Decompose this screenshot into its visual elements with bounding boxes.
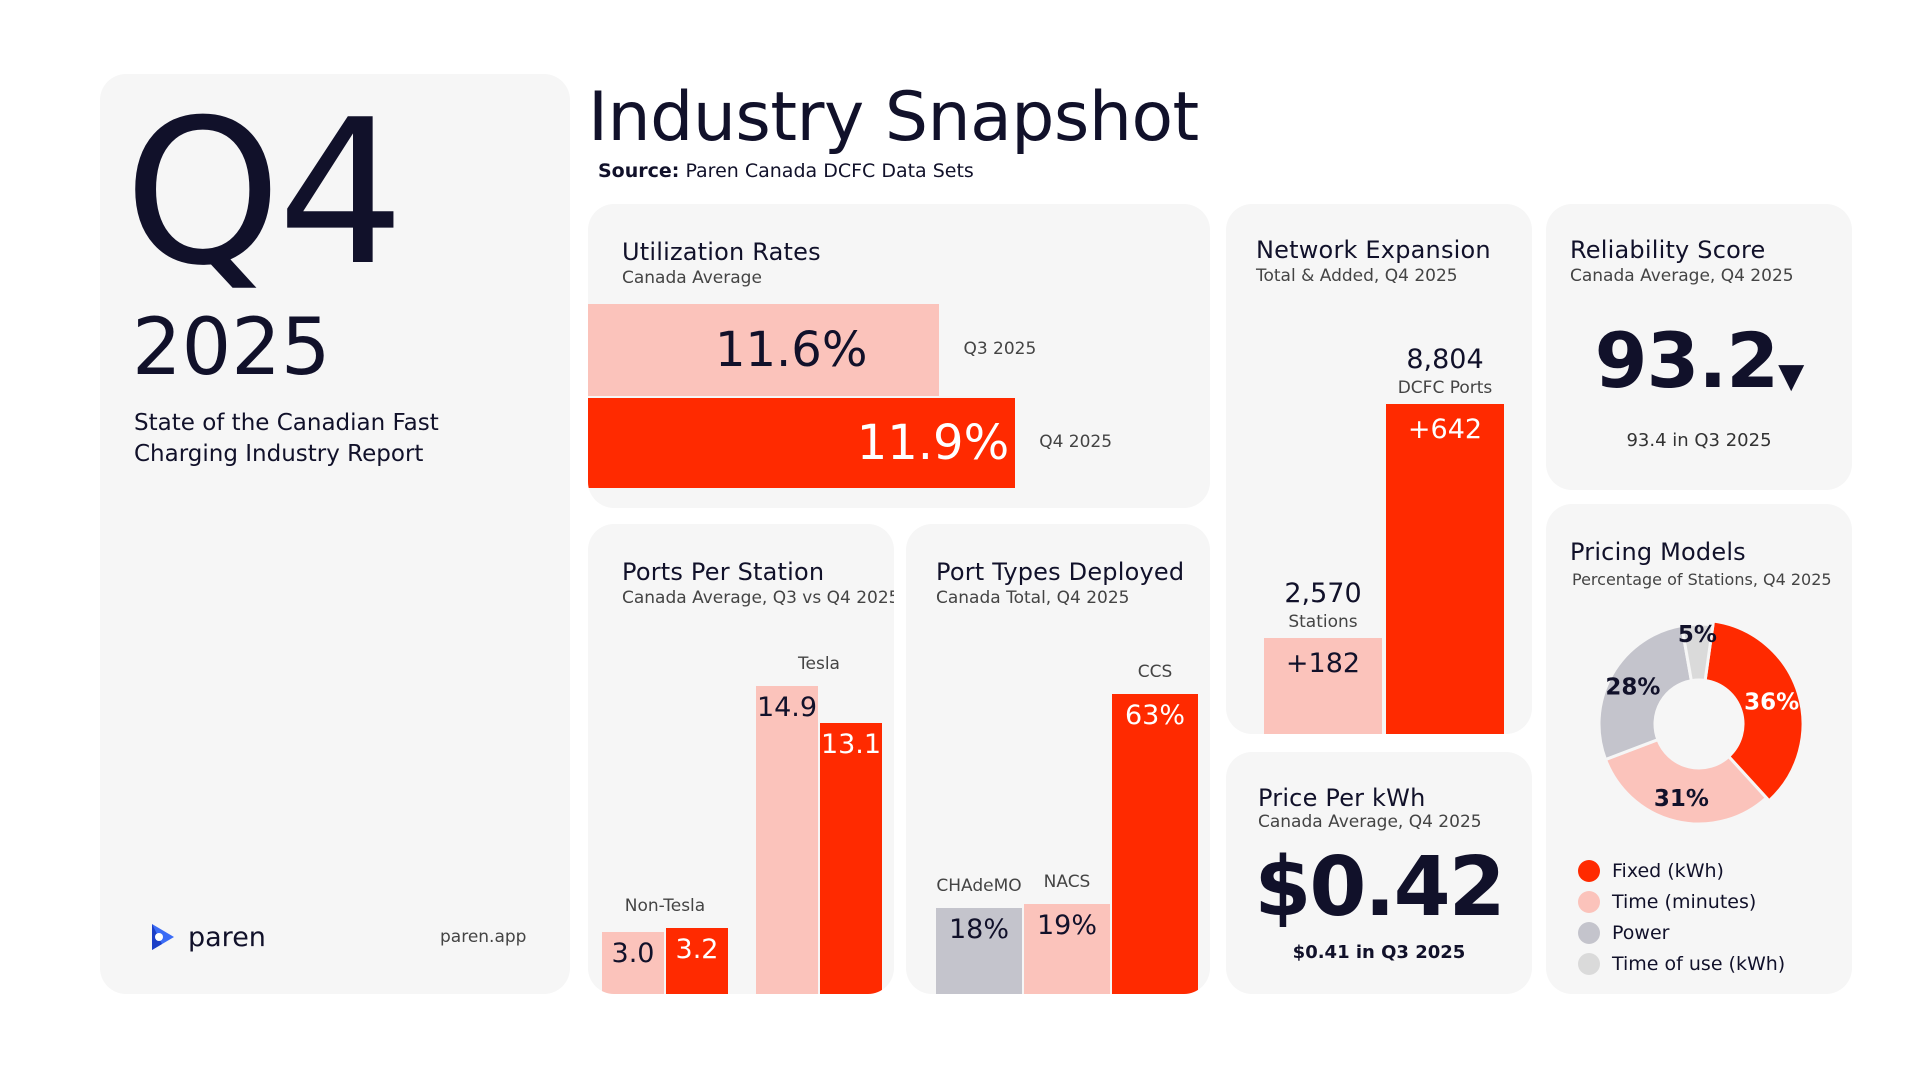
paren-logo-icon	[152, 924, 174, 950]
network-bar-2: +642	[1386, 404, 1504, 734]
donut-label-2: 31%	[1654, 786, 1709, 812]
port-types-card: Port Types Deployed Canada Total, Q4 202…	[906, 524, 1210, 994]
pricing-donut-chart: 36% 31% 28% 5%	[1597, 619, 1805, 826]
network-added-2: +642	[1407, 414, 1483, 445]
donut-label-1: 36%	[1744, 690, 1799, 716]
types-bar-chademo: 18%	[936, 908, 1022, 994]
types-value-chademo: 18%	[948, 914, 1009, 946]
types-bar-nacs: 19%	[1024, 903, 1110, 994]
legend-label: Time (minutes)	[1612, 891, 1757, 913]
types-value-ccs: 63%	[1124, 700, 1185, 731]
utilization-value-1: 11.6%	[714, 322, 868, 378]
legend-dot-icon	[1578, 922, 1600, 944]
cover-card: Q4 2025 State of the Canadian Fast Charg…	[100, 74, 570, 994]
donut-slice-2	[1603, 737, 1769, 826]
ports-bar-non-tesla-2: 3.2	[666, 927, 728, 994]
ports-value-non-tesla-1: 3.0	[611, 937, 655, 969]
legend-dot-icon	[1578, 860, 1600, 882]
ports-subtitle: Canada Average, Q3 vs Q4 2025	[622, 588, 894, 608]
page-title: Industry Snapshot	[588, 78, 1199, 157]
ports-bar-non-tesla-1: 3.0	[602, 931, 664, 994]
reliability-card: Reliability Score Canada Average, Q4 202…	[1546, 204, 1852, 490]
network-category-1: Stations	[1288, 611, 1358, 632]
reliability-value: 93.2▼	[1546, 316, 1852, 405]
legend-item-3: Power	[1578, 922, 1669, 944]
pricing-models-card: Pricing Models Percentage of Stations, Q…	[1546, 504, 1852, 994]
types-category-ccs: CCS	[1137, 662, 1173, 682]
types-bar-ccs: 63%	[1112, 694, 1198, 994]
network-bar-1: +182	[1264, 637, 1382, 734]
price-card: Price Per kWh Canada Average, Q4 2025 $0…	[1226, 752, 1532, 994]
ports-value-tesla-2: 13.1	[820, 729, 882, 761]
network-total-1: 2,570	[1284, 577, 1362, 609]
price-title: Price Per kWh	[1258, 784, 1426, 812]
source-label: Source:	[598, 160, 680, 182]
pricing-subtitle: Percentage of Stations, Q4 2025	[1572, 570, 1832, 589]
reliability-previous: 93.4 in Q3 2025	[1626, 430, 1772, 451]
types-subtitle: Canada Total, Q4 2025	[936, 588, 1130, 608]
quarter-label: Q4	[124, 77, 405, 310]
ports-bar-tesla-1: 14.9	[756, 686, 818, 994]
price-previous: $0.41 in Q3 2025	[1292, 942, 1466, 963]
site-link[interactable]: paren.app	[440, 927, 527, 947]
legend-item-1: Fixed (kWh)	[1578, 860, 1724, 882]
ports-title: Ports Per Station	[622, 558, 825, 586]
down-triangle-icon: ▼	[1778, 356, 1804, 396]
types-title: Port Types Deployed	[936, 558, 1185, 586]
ports-bar-tesla-2: 13.1	[820, 723, 882, 994]
legend-item-2: Time (minutes)	[1578, 891, 1756, 913]
utilization-bar-1: 11.6%	[588, 304, 940, 396]
utilization-bar-2: 11.9%	[588, 398, 1016, 488]
reliability-subtitle: Canada Average, Q4 2025	[1570, 266, 1794, 286]
reliability-score: 93.2	[1594, 316, 1780, 405]
network-added-1: +182	[1285, 647, 1361, 679]
donut-slice-3	[1597, 623, 1694, 762]
donut-label-4: 5%	[1678, 622, 1717, 648]
legend-item-4: Time of use (kWh)	[1578, 953, 1785, 975]
network-subtitle: Total & Added, Q4 2025	[1256, 266, 1458, 286]
types-category-chademo: CHAdeMO	[936, 876, 1022, 897]
network-expansion-card: Network Expansion Total & Added, Q4 2025…	[1226, 204, 1532, 734]
year-label: 2025	[132, 303, 331, 393]
report-description: State of the Canadian Fast Charging Indu…	[134, 410, 439, 467]
types-value-nacs: 19%	[1036, 909, 1097, 941]
legend-label: Time of use (kWh)	[1612, 953, 1786, 975]
utilization-title: Utilization Rates	[622, 238, 821, 266]
reliability-title: Reliability Score	[1570, 236, 1766, 264]
ports-category-non-tesla: Non-Tesla	[624, 895, 706, 916]
donut-label-3: 28%	[1605, 674, 1660, 700]
legend-label: Power	[1612, 922, 1670, 944]
utilization-category-2: Q4 2025	[1039, 432, 1113, 452]
network-title: Network Expansion	[1256, 236, 1491, 264]
source-line: Source: Paren Canada DCFC Data Sets	[598, 160, 974, 182]
brand-name: paren	[188, 921, 266, 953]
legend-label: Fixed (kWh)	[1612, 860, 1724, 882]
ports-value-tesla-1: 14.9	[756, 692, 818, 723]
source-text: Paren Canada DCFC Data Sets	[685, 160, 974, 182]
utilization-subtitle: Canada Average	[622, 268, 762, 288]
ports-value-non-tesla-2: 3.2	[675, 933, 719, 965]
price-subtitle: Canada Average, Q4 2025	[1258, 812, 1482, 832]
legend-dot-icon	[1578, 891, 1600, 913]
types-category-nacs: NACS	[1043, 871, 1091, 892]
utilization-category-1: Q3 2025	[963, 339, 1037, 359]
donut-slice-4	[1679, 622, 1715, 683]
utilization-value-2: 11.9%	[856, 415, 1010, 471]
ports-category-tesla: Tesla	[798, 654, 840, 674]
utilization-card: Utilization Rates Canada Average 11.6% Q3…	[588, 204, 1210, 508]
brand-logo[interactable]: paren	[146, 920, 266, 954]
network-total-2: 8,804	[1406, 344, 1484, 375]
network-category-2: DCFC Ports	[1397, 378, 1493, 398]
ports-per-station-card: Ports Per Station Canada Average, Q3 vs …	[588, 524, 894, 994]
legend-dot-icon	[1578, 953, 1600, 975]
price-value: $0.42	[1254, 840, 1505, 935]
pricing-title: Pricing Models	[1570, 538, 1746, 566]
